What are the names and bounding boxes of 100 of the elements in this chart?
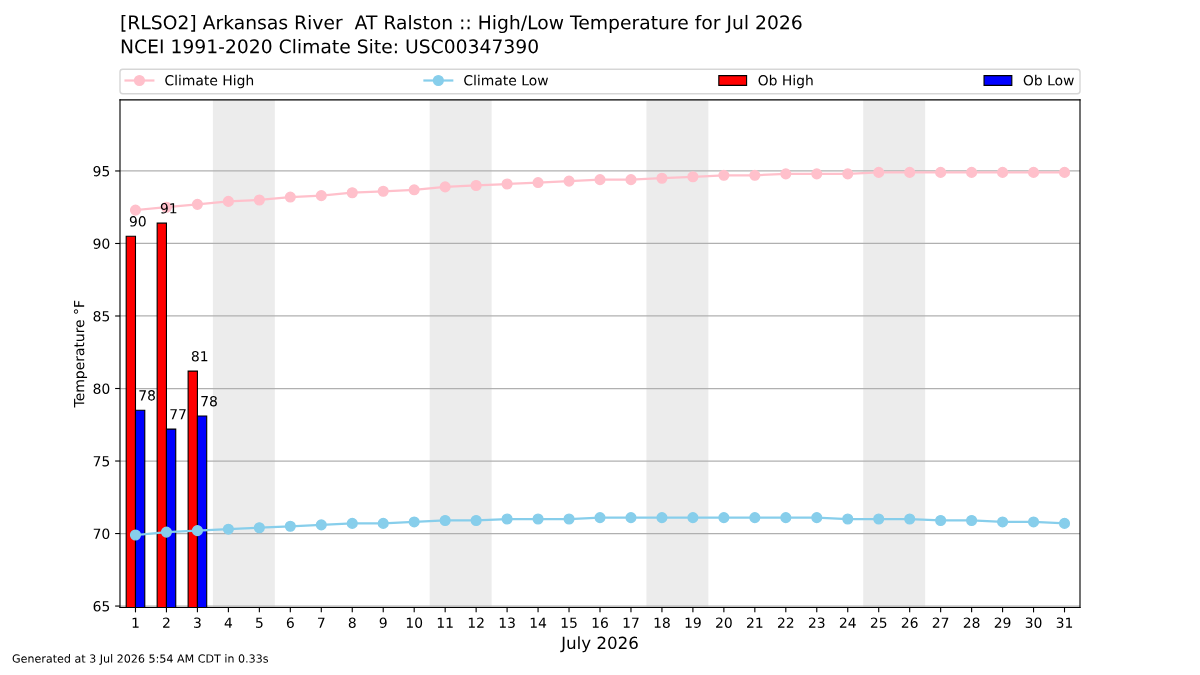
point — [811, 512, 823, 524]
point — [935, 166, 947, 178]
point — [377, 517, 389, 529]
x-tick-label: 22 — [777, 617, 794, 628]
x-tick-label: 24 — [839, 617, 856, 628]
y-axis-title: Temperature °F — [73, 300, 88, 408]
point — [532, 177, 544, 189]
point — [594, 174, 606, 186]
point — [687, 171, 699, 183]
point — [749, 512, 761, 524]
legend-label: Ob Low — [1023, 74, 1074, 86]
point — [749, 169, 761, 181]
y-tick-label: 65 — [93, 601, 110, 612]
y-tick-label: 90 — [93, 238, 110, 249]
point — [842, 513, 854, 525]
point — [656, 172, 668, 184]
point — [377, 185, 389, 197]
y-tick-label: 95 — [93, 165, 110, 177]
point — [1027, 516, 1040, 528]
point — [501, 178, 513, 190]
y-tick-label: 75 — [93, 456, 110, 467]
x-tick-label: 16 — [592, 617, 608, 628]
point — [1058, 166, 1071, 178]
x-tick-label: 18 — [654, 617, 670, 628]
x-tick-label: 23 — [808, 617, 825, 628]
chart-subtitle: NCEI 1991-2020 Climate Site: USC00347390 — [121, 38, 538, 54]
legend-label: Climate High — [165, 74, 254, 89]
point — [625, 174, 637, 186]
point — [873, 513, 885, 525]
point — [346, 517, 358, 529]
legend-label: Ob High — [758, 74, 813, 89]
x-tick-label: 14 — [530, 617, 547, 628]
point — [191, 198, 203, 210]
point — [718, 512, 730, 524]
point — [439, 514, 451, 527]
x-tick-label: 2 — [163, 617, 170, 628]
point — [1027, 166, 1040, 178]
point — [315, 190, 327, 202]
y-tick-label: 70 — [93, 528, 110, 540]
legend-label: Climate Low — [464, 74, 548, 86]
point — [129, 529, 142, 541]
point — [253, 522, 265, 534]
data-label: 90 — [129, 216, 146, 227]
x-tick-label: 31 — [1056, 617, 1073, 628]
point — [625, 512, 637, 524]
point — [935, 514, 947, 527]
x-tick-label: 12 — [468, 617, 484, 628]
point — [222, 523, 234, 535]
point — [563, 175, 575, 187]
x-tick-label: 1 — [132, 617, 139, 628]
point — [253, 194, 265, 206]
point — [904, 513, 916, 525]
point — [532, 513, 544, 525]
data-label: 81 — [191, 350, 208, 362]
point — [284, 520, 296, 532]
y-tick-label: 80 — [93, 383, 110, 394]
data-label: 91 — [160, 203, 177, 214]
x-tick-label: 26 — [901, 617, 918, 628]
x-axis-title: July 2026 — [560, 636, 638, 653]
point — [997, 516, 1009, 528]
chart-title: [RLSO2] Arkansas River AT Ralston :: High/Low Temperature for Jul 2026 — [121, 14, 802, 34]
point — [811, 168, 823, 180]
point — [346, 187, 358, 199]
x-tick-label: 15 — [561, 617, 577, 628]
x-tick-label: 25 — [870, 617, 887, 628]
x-tick-label: 10 — [406, 617, 423, 628]
point — [842, 168, 854, 180]
data-label: 77 — [170, 409, 186, 420]
x-tick-label: 4 — [224, 617, 233, 628]
point — [129, 204, 142, 216]
point — [315, 519, 327, 531]
point — [191, 525, 203, 537]
point — [284, 191, 296, 203]
point — [780, 512, 792, 524]
point — [656, 512, 668, 524]
point — [997, 166, 1009, 178]
y-tick-label: 85 — [93, 310, 110, 322]
point — [966, 166, 978, 178]
x-tick-label: 11 — [437, 617, 453, 628]
point — [470, 179, 482, 192]
x-tick-label: 28 — [963, 617, 980, 628]
point — [718, 169, 730, 181]
x-tick-label: 6 — [286, 617, 294, 628]
x-tick-label: 20 — [716, 617, 732, 628]
x-tick-label: 27 — [932, 617, 949, 628]
point — [408, 516, 420, 528]
x-tick-label: 29 — [994, 617, 1011, 628]
point — [408, 184, 420, 196]
point — [594, 512, 606, 524]
point — [222, 195, 234, 207]
point — [904, 166, 916, 178]
point — [966, 514, 978, 527]
text: Generated at 3 Jul 2026 5:54 AM CDT in 0.33s — [12, 654, 269, 665]
x-tick-label: 19 — [685, 617, 701, 628]
x-tick-label: 3 — [194, 617, 201, 628]
point — [563, 513, 575, 525]
point — [439, 181, 451, 193]
point — [160, 526, 173, 538]
point — [470, 514, 482, 527]
x-tick-label: 7 — [318, 617, 325, 628]
